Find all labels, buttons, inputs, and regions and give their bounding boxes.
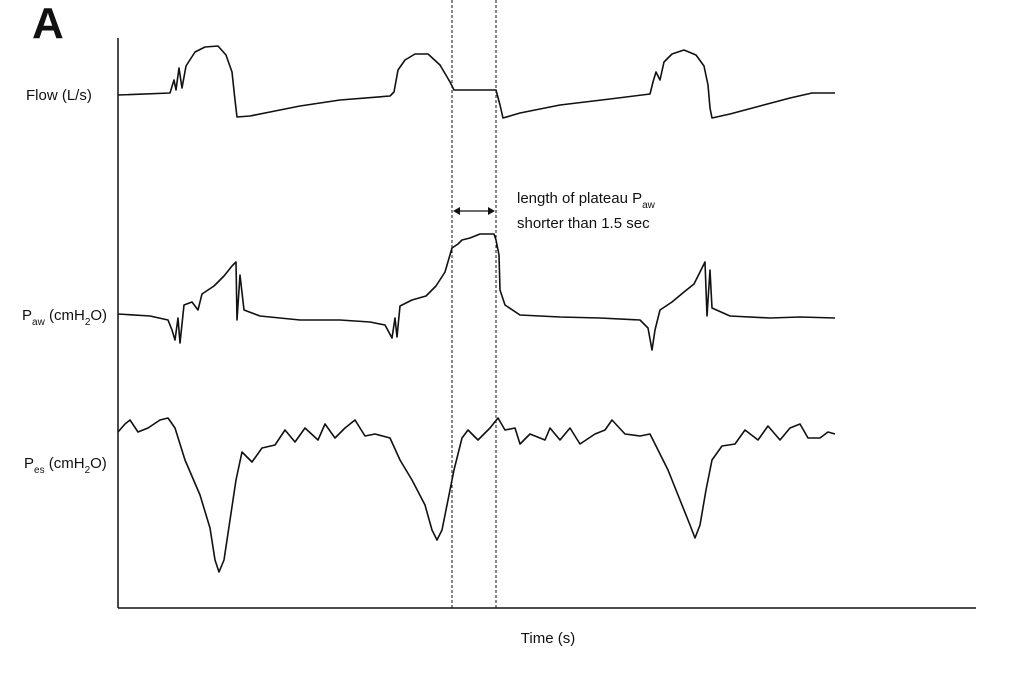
annotation: shorter than 1.5 sec	[517, 215, 650, 232]
pes-wave	[117, 417, 836, 573]
flow-wave	[117, 45, 835, 119]
paw-wave	[117, 233, 836, 351]
trace-label: Flow (L/s)	[26, 87, 92, 104]
trace-label: Pes (cmH2O)	[24, 455, 107, 476]
interval-arrow	[453, 207, 495, 215]
panel-label: A	[32, 0, 64, 48]
x-axis-label: Time (s)	[521, 630, 575, 647]
trace-label: Paw (cmH2O)	[22, 307, 107, 328]
annotation: length of plateau Paw	[517, 190, 656, 211]
